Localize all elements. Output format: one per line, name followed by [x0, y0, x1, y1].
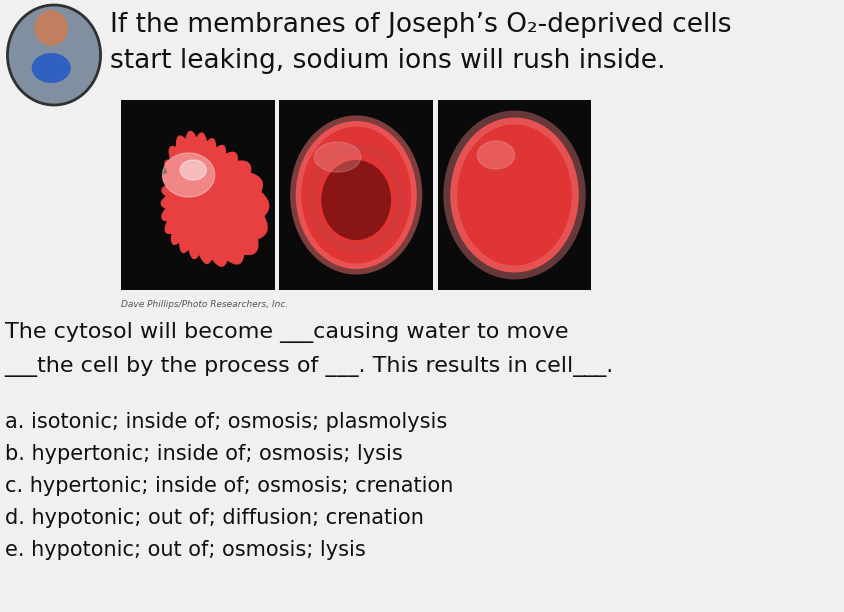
Text: Dave Phillips/Photo Researchers, Inc.: Dave Phillips/Photo Researchers, Inc. [121, 300, 288, 309]
Bar [279, 100, 432, 290]
Bar [437, 100, 591, 290]
Text: If the membranes of Joseph’s O₂-deprived cells: If the membranes of Joseph’s O₂-deprived… [110, 12, 731, 38]
Text: The cytosol will become ___causing water to move: The cytosol will become ___causing water… [5, 322, 567, 343]
Circle shape [35, 10, 68, 46]
Ellipse shape [450, 118, 578, 272]
Bar [121, 100, 274, 290]
Ellipse shape [295, 121, 416, 269]
Text: e. hypotonic; out of; osmosis; lysis: e. hypotonic; out of; osmosis; lysis [5, 540, 365, 560]
Circle shape [8, 5, 100, 105]
Text: ___the cell by the process of ___. This results in cell___.: ___the cell by the process of ___. This … [5, 356, 614, 377]
Ellipse shape [31, 53, 71, 83]
Text: d. hypotonic; out of; diffusion; crenation: d. hypotonic; out of; diffusion; crenati… [5, 508, 423, 528]
Text: a. isotonic; inside of; osmosis; plasmolysis: a. isotonic; inside of; osmosis; plasmol… [5, 412, 446, 432]
Polygon shape [180, 160, 206, 180]
Polygon shape [314, 142, 360, 172]
Ellipse shape [321, 160, 391, 240]
Text: c. hypertonic; inside of; osmosis; crenation: c. hypertonic; inside of; osmosis; crena… [5, 476, 452, 496]
Text: start leaking, sodium ions will rush inside.: start leaking, sodium ions will rush ins… [110, 48, 664, 74]
Polygon shape [162, 153, 214, 197]
Polygon shape [161, 132, 268, 266]
Text: b. hypertonic; inside of; osmosis; lysis: b. hypertonic; inside of; osmosis; lysis [5, 444, 402, 464]
Polygon shape [477, 141, 514, 169]
